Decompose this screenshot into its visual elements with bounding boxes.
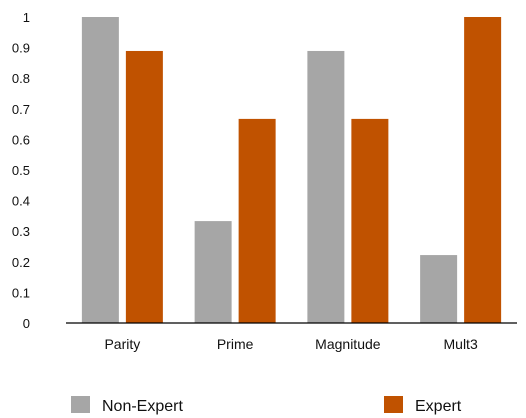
y-tick-label: 0.5 <box>12 163 30 178</box>
y-tick-label: 0.7 <box>12 102 30 117</box>
bar-non-expert-parity <box>81 17 119 323</box>
y-tick-label: 0.4 <box>12 194 30 209</box>
y-tick-label: 0.1 <box>12 285 30 300</box>
x-category-label: Mult3 <box>444 336 478 352</box>
bar-expert-mult3 <box>464 17 502 323</box>
y-tick-label: 0 <box>23 316 30 331</box>
bar-expert-parity <box>125 50 163 323</box>
y-tick-label: 0.3 <box>12 224 30 239</box>
x-category-label: Prime <box>217 336 254 352</box>
y-axis-ticks: 0 0.1 0.2 0.3 0.4 0.5 0.6 0.7 0.8 0.9 1 <box>12 10 30 331</box>
bars <box>81 17 502 323</box>
bar-expert-prime <box>238 118 276 323</box>
bar-expert-magnitude <box>351 118 389 323</box>
legend-label: Non-Expert <box>102 398 183 415</box>
x-category-label: Magnitude <box>315 336 381 352</box>
bar-non-expert-prime <box>194 221 232 323</box>
y-tick-label: 0.9 <box>12 41 30 56</box>
legend: Non-Expert Expert <box>71 396 462 415</box>
y-tick-label: 0.6 <box>12 132 30 147</box>
bar-non-expert-mult3 <box>420 255 458 323</box>
y-tick-label: 0.8 <box>12 71 30 86</box>
bar-non-expert-magnitude <box>307 50 345 323</box>
y-tick-label: 1 <box>23 10 30 25</box>
x-axis-category-labels: Parity Prime Magnitude Mult3 <box>104 336 477 352</box>
legend-swatch <box>71 396 90 413</box>
y-tick-label: 0.2 <box>12 255 30 270</box>
legend-label: Expert <box>415 398 462 415</box>
x-category-label: Parity <box>104 336 140 352</box>
legend-swatch <box>384 396 403 413</box>
